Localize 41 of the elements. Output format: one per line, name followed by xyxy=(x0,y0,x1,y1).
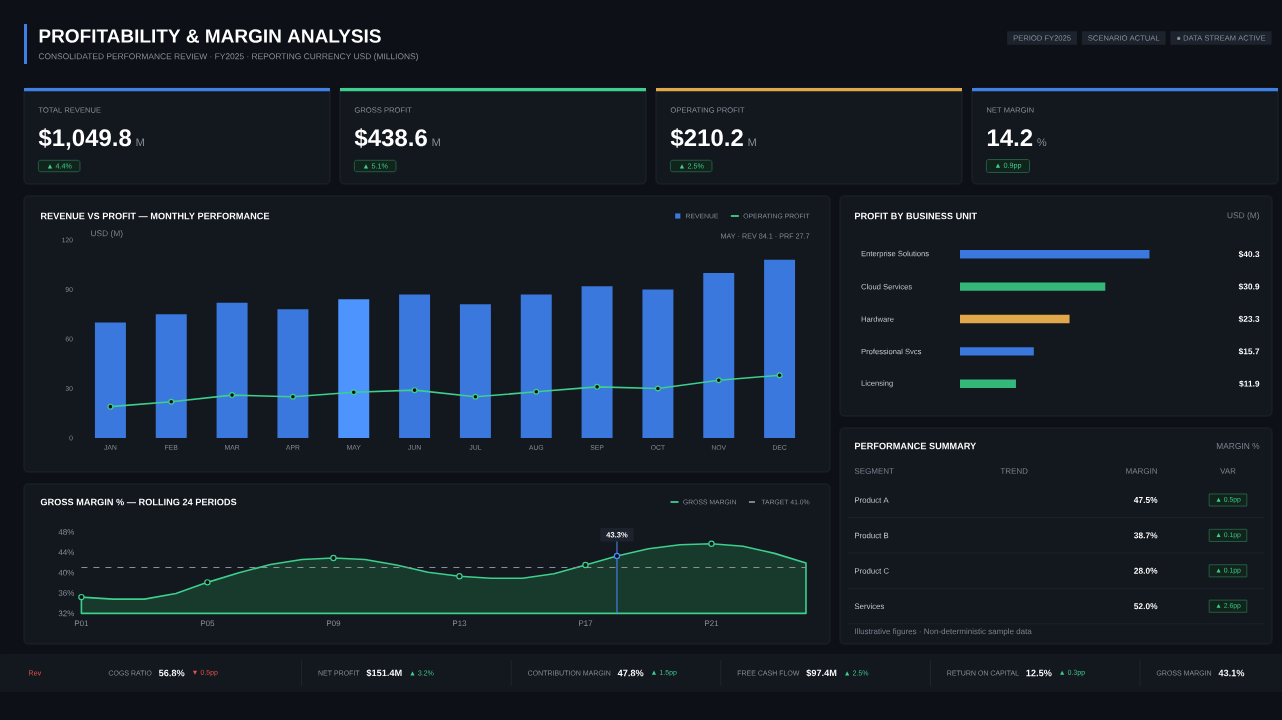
point xyxy=(613,552,621,560)
bar xyxy=(155,314,187,439)
point xyxy=(582,561,589,569)
bar xyxy=(960,250,1150,259)
point xyxy=(204,579,211,586)
point xyxy=(472,393,479,400)
text: $1,049.8 xyxy=(38,128,132,150)
bar xyxy=(764,259,796,439)
point xyxy=(715,377,722,384)
point xyxy=(533,388,540,395)
bar xyxy=(459,304,491,439)
point xyxy=(776,372,783,379)
point xyxy=(168,398,175,405)
text: PROFITABILITY & MARGIN ANALYSIS xyxy=(39,29,381,43)
text: $210.2 xyxy=(670,128,743,148)
bar xyxy=(960,314,1070,324)
point xyxy=(229,392,236,399)
bar xyxy=(216,302,248,439)
bar xyxy=(94,322,126,439)
bar xyxy=(338,299,370,439)
bar xyxy=(960,282,1106,291)
point xyxy=(456,573,463,580)
point xyxy=(330,554,337,562)
point xyxy=(411,387,418,394)
bar xyxy=(520,294,552,439)
point xyxy=(350,389,357,396)
bar xyxy=(703,273,735,439)
point xyxy=(654,385,661,392)
bar xyxy=(642,289,674,439)
bar xyxy=(399,294,431,439)
text: 14.2 xyxy=(987,129,1033,146)
point xyxy=(708,540,715,547)
point xyxy=(107,403,114,410)
point xyxy=(78,593,85,601)
text: $438.6 xyxy=(354,128,427,148)
bar xyxy=(960,379,1016,388)
point xyxy=(594,383,601,390)
bar xyxy=(277,309,309,439)
bar xyxy=(581,286,613,439)
bar xyxy=(960,347,1034,356)
point xyxy=(289,393,296,400)
